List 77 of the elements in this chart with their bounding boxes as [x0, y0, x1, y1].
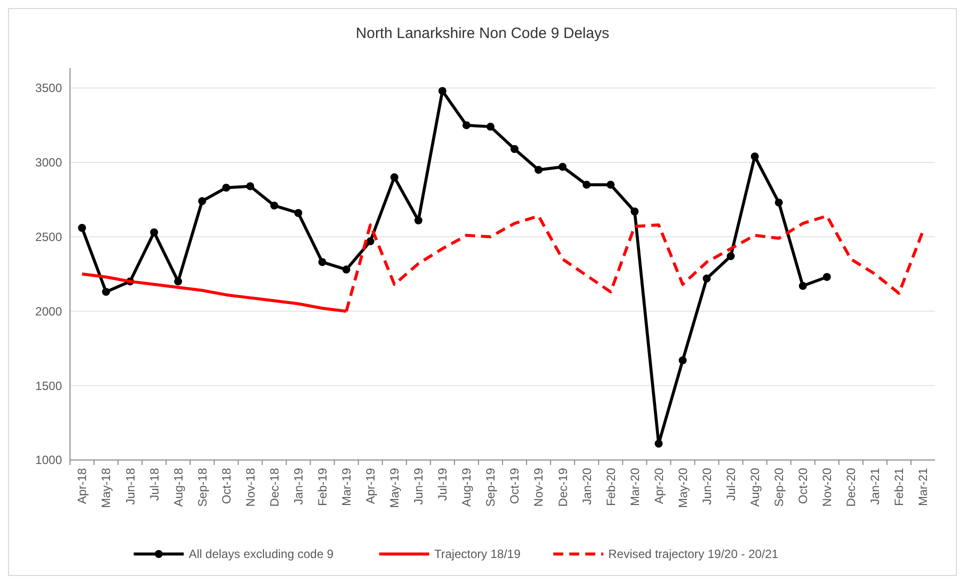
point — [390, 173, 398, 182]
x-tick-label: Jan-20 — [580, 468, 594, 505]
x-tick-label: Feb-19 — [315, 468, 330, 506]
x-tick-label: May-19 — [388, 468, 402, 508]
x-tick-label: Dec-20 — [844, 468, 858, 507]
x-tick-label: Mar-20 — [628, 468, 642, 506]
point — [174, 277, 182, 286]
point — [150, 228, 158, 236]
legend-label: Revised trajectory 19/20 - 20/21 — [608, 547, 779, 562]
point — [630, 208, 639, 216]
point — [606, 180, 615, 189]
point — [462, 121, 470, 130]
x-tick-label: Feb-20 — [604, 468, 618, 506]
x-tick-label: Sep-20 — [772, 468, 786, 507]
x-tick-label: Feb-21 — [892, 468, 906, 506]
x-tick-label: Jul-19 — [436, 468, 450, 501]
point — [822, 272, 831, 281]
x-tick-label: Nov-19 — [532, 468, 546, 507]
point — [414, 216, 422, 224]
x-tick-label: Apr-20 — [652, 468, 666, 504]
x-tick-label: Aug-19 — [460, 468, 474, 507]
point — [78, 224, 86, 232]
x-tick-label: Dec-18 — [267, 468, 282, 507]
legend-label: All delays excluding code 9 — [188, 547, 334, 562]
x-tick-label: Mar-19 — [340, 468, 354, 506]
x-tick-label: Aug-20 — [748, 468, 762, 507]
x-tick-label: Jun-18 — [123, 468, 138, 505]
point — [750, 152, 759, 160]
point — [702, 274, 711, 282]
x-tick-label: Aug-18 — [171, 468, 186, 507]
x-tick-label: Jun-20 — [700, 468, 714, 505]
x-tick-label: Sep-19 — [484, 468, 498, 507]
x-tick-label: Jul-20 — [724, 468, 738, 501]
y-tick-label: 1500 — [35, 378, 62, 393]
point — [726, 252, 735, 260]
x-tick-label: Sep-18 — [195, 468, 210, 507]
x-tick-label: Nov-20 — [820, 468, 834, 507]
y-tick-label: 3500 — [35, 81, 62, 96]
point — [678, 356, 687, 364]
x-tick-label: Jul-18 — [147, 468, 162, 501]
y-tick-label: 2500 — [35, 230, 62, 244]
x-tick-label: Oct-18 — [219, 468, 234, 504]
x-tick-label: Apr-19 — [364, 468, 378, 504]
point — [318, 258, 326, 266]
x-tick-label: Apr-18 — [75, 468, 90, 504]
x-tick-label: Oct-19 — [508, 468, 522, 504]
point — [774, 198, 783, 207]
point — [246, 182, 254, 190]
x-tick-label: Jan-19 — [291, 468, 306, 505]
x-tick-label: Mar-21 — [916, 468, 930, 506]
x-tick-label: Dec-19 — [556, 468, 570, 507]
point — [366, 237, 374, 246]
point — [582, 180, 591, 189]
point — [222, 184, 230, 192]
point — [102, 288, 110, 296]
point — [294, 209, 302, 217]
point — [198, 197, 206, 206]
x-tick-label: Jun-19 — [412, 468, 426, 505]
point — [654, 440, 663, 448]
y-tick-label: 3000 — [35, 156, 62, 170]
point — [798, 282, 807, 290]
y-tick-label: 2000 — [35, 304, 62, 318]
point — [558, 162, 567, 171]
point — [270, 202, 278, 210]
x-tick-label: Oct-20 — [796, 468, 810, 504]
point — [510, 145, 519, 153]
point — [534, 166, 543, 174]
x-tick-label: May-20 — [676, 468, 690, 508]
x-tick-label: Nov-18 — [243, 468, 258, 507]
y-tick-label: 1000 — [35, 453, 62, 468]
chart-title: North Lanarkshire Non Code 9 Delays — [356, 25, 610, 42]
x-tick-label: Jan-21 — [868, 468, 882, 505]
point — [486, 122, 494, 131]
point — [438, 86, 446, 95]
x-tick-label: May-18 — [99, 468, 114, 508]
point — [342, 266, 350, 274]
legend-label: Trajectory 18/19 — [434, 547, 521, 562]
